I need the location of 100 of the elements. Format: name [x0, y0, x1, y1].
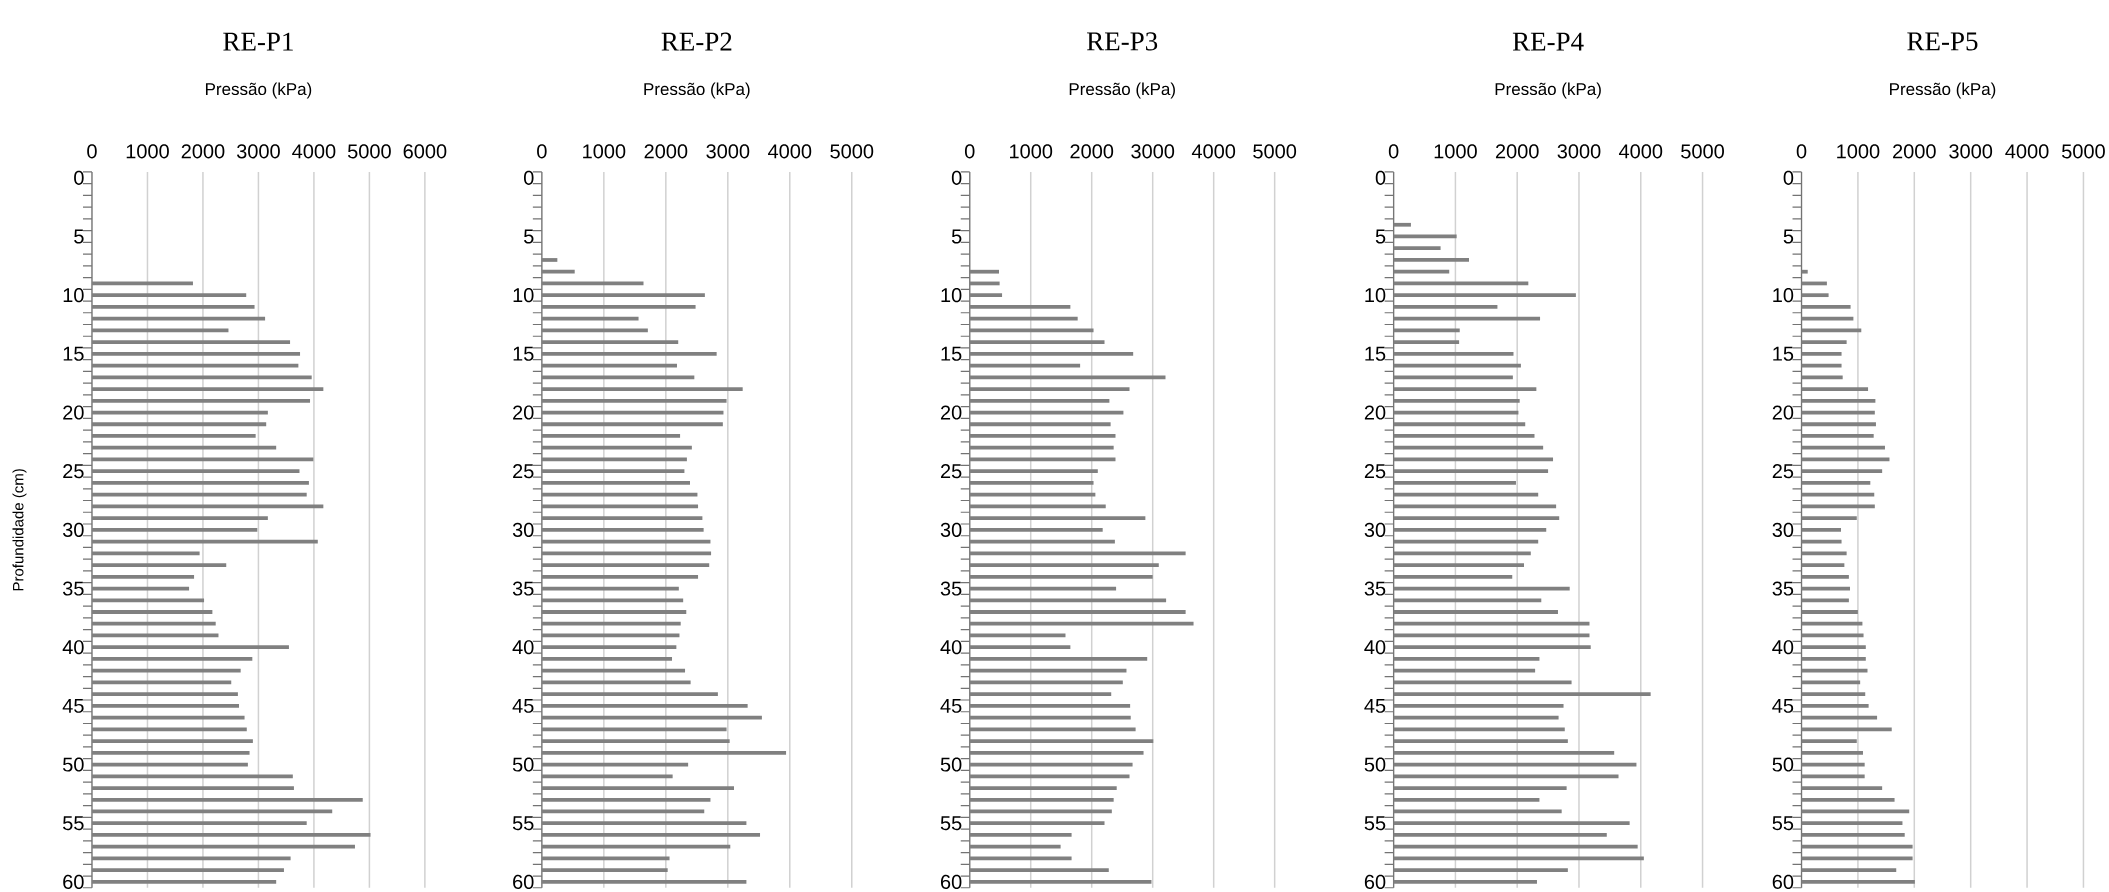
bar [91, 844, 355, 849]
bar [1393, 832, 1607, 837]
bar [969, 340, 1105, 344]
bar [91, 351, 301, 356]
y-tick-label: 15 [513, 346, 534, 361]
bar [541, 551, 712, 556]
x-tick-label: 2000 [181, 144, 225, 159]
bar [91, 422, 267, 426]
bar [969, 868, 1109, 872]
bar [969, 750, 1144, 755]
bar [541, 797, 711, 802]
bar [91, 832, 371, 837]
x-tick-label: 1000 [1837, 144, 1880, 159]
bar [91, 433, 256, 438]
bar [91, 703, 240, 708]
bar [1801, 351, 1842, 356]
bar [1393, 574, 1513, 579]
bar [1801, 422, 1876, 426]
bar [91, 527, 258, 532]
bar [1393, 469, 1549, 473]
bar [1393, 387, 1537, 391]
bar [541, 375, 695, 380]
bar [541, 293, 705, 297]
bar [91, 516, 268, 520]
bar [969, 492, 1096, 497]
x-tick-label: 3000 [1557, 144, 1601, 159]
bar [969, 598, 1167, 602]
bar [1393, 328, 1460, 333]
bar [541, 328, 648, 333]
bar [969, 656, 1148, 661]
bar [91, 868, 284, 872]
y-tick-label: 40 [1772, 639, 1794, 655]
x-tick-label: 2000 [1070, 144, 1114, 159]
bar [541, 692, 718, 696]
bar [541, 340, 679, 344]
bar [1801, 668, 1868, 673]
bar [1801, 797, 1895, 802]
y-tick-label: 45 [1364, 698, 1386, 713]
bar [1801, 445, 1885, 450]
bar [969, 269, 1000, 274]
bar [1801, 328, 1862, 333]
bar [1393, 551, 1531, 556]
x-tick-label: 1000 [126, 144, 169, 159]
chart-title: RE-P2 [661, 32, 732, 51]
bar [1393, 621, 1590, 626]
bar [969, 422, 1111, 426]
y-tick-label: 0 [523, 170, 534, 185]
bar [969, 516, 1146, 520]
x-tick-label: 5000 [830, 144, 874, 159]
y-tick-label: 55 [1772, 816, 1794, 831]
y-tick-label: 60 [63, 874, 84, 889]
bar [1801, 774, 1865, 779]
bar [541, 821, 747, 825]
bar [541, 609, 687, 614]
x-tick-label: 5000 [347, 144, 391, 159]
bar [1801, 387, 1869, 391]
bar [91, 340, 291, 344]
y-tick-label: 30 [1772, 522, 1794, 537]
bar [1393, 786, 1567, 790]
bar [1801, 516, 1857, 520]
bar [91, 774, 293, 779]
y-tick-label: 30 [940, 522, 962, 537]
y-tick-label: 20 [513, 405, 534, 420]
bar [541, 750, 787, 755]
bar [1393, 269, 1450, 274]
bar [541, 398, 727, 403]
bar [1393, 480, 1516, 485]
y-tick-label: 50 [63, 757, 84, 772]
y-tick-label: 35 [62, 581, 84, 596]
bar [969, 445, 1114, 450]
x-tick-label: 2000 [1495, 144, 1539, 159]
bar [1393, 668, 1536, 673]
bar [1393, 739, 1568, 743]
bar [541, 668, 686, 673]
bar [91, 598, 205, 602]
bar [541, 516, 703, 520]
bar [541, 727, 727, 732]
bar [1393, 516, 1560, 520]
bar [969, 692, 1112, 696]
bar [1801, 879, 1915, 884]
bar [1801, 821, 1903, 825]
bar [969, 797, 1114, 802]
bar [969, 316, 1078, 321]
y-tick-label: 0 [951, 170, 962, 185]
y-tick-label: 50 [1772, 757, 1794, 772]
y-tick-label: 10 [941, 287, 962, 303]
y-tick-label: 0 [1783, 170, 1794, 185]
bar [541, 574, 699, 579]
bar [1393, 257, 1470, 262]
bar [1393, 304, 1498, 309]
y-tick-label: 15 [941, 346, 962, 361]
bar [1393, 844, 1638, 849]
bar [91, 293, 247, 297]
bar [91, 621, 216, 626]
bar [541, 316, 639, 321]
bar [541, 445, 692, 450]
bar [969, 609, 1186, 614]
bar [1801, 598, 1849, 602]
bar [969, 480, 1094, 485]
bar [1801, 750, 1863, 755]
